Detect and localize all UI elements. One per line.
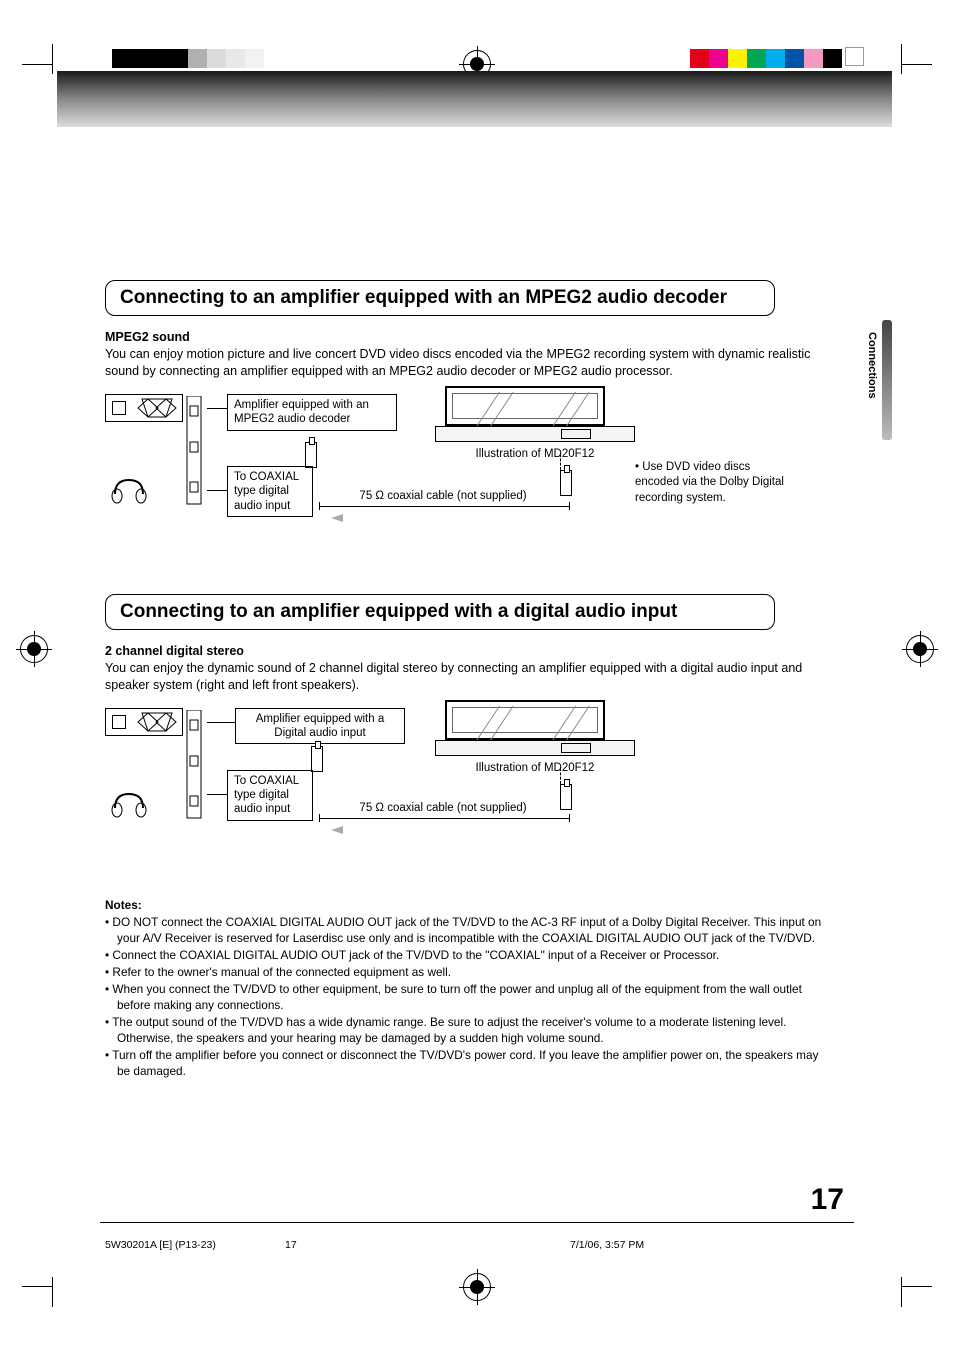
paragraph: You can enjoy motion picture and live co… [105, 346, 825, 380]
color-swatch [690, 49, 709, 68]
note-item: Connect the COAXIAL DIGITAL AUDIO OUT ja… [105, 948, 825, 964]
registration-target-icon [20, 635, 48, 663]
crop-mark [901, 44, 902, 74]
connection-diagram: Amplifier equipped with an MPEG2 audio d… [105, 394, 825, 554]
coax-plug-icon [311, 746, 323, 772]
cable-label: 75 Ω coaxial cable (not supplied) [333, 490, 553, 502]
color-swatch [207, 49, 226, 68]
cable-line [319, 506, 569, 507]
color-registration-bar [690, 49, 842, 68]
color-swatch [169, 49, 188, 68]
arrow-icon [331, 514, 343, 522]
leader-line [207, 794, 227, 795]
color-swatch [766, 49, 785, 68]
color-swatch [823, 49, 842, 68]
leader-line [560, 768, 561, 784]
coax-callout: To COAXIAL type digital audio input [227, 466, 313, 517]
color-swatch [150, 49, 169, 68]
tv-caption: Illustration of MD20F12 [435, 762, 635, 774]
tv-illustration-icon: Illustration of MD20F12 [435, 386, 635, 456]
notes-block: Notes: DO NOT connect the COAXIAL DIGITA… [105, 898, 825, 1080]
note-item: When you connect the TV/DVD to other equ… [105, 982, 825, 1014]
side-note: • Use DVD video discs encoded via the Do… [635, 460, 795, 507]
color-swatch [188, 49, 207, 68]
note-item: Turn off the amplifier before you connec… [105, 1048, 825, 1080]
coax-callout: To COAXIAL type digital audio input [227, 770, 313, 821]
coax-plug-icon [560, 784, 572, 810]
amplifier-icon [105, 394, 207, 514]
leader-line [207, 722, 235, 723]
leader-line [560, 454, 561, 470]
color-swatch [845, 47, 864, 66]
callout-text: Amplifier equipped with an MPEG2 audio d… [234, 399, 369, 425]
note-item: Refer to the owner's manual of the conne… [105, 965, 825, 981]
color-swatch [131, 49, 150, 68]
tv-illustration-icon: Illustration of MD20F12 [435, 700, 635, 770]
subheading: MPEG2 sound [105, 330, 825, 344]
section-heading: Connecting to an amplifier equipped with… [105, 280, 775, 316]
page-number: 17 [811, 1183, 844, 1217]
color-swatch [728, 49, 747, 68]
crop-mark [22, 64, 52, 65]
coax-plug-icon [560, 470, 572, 496]
crop-mark [52, 1277, 53, 1307]
color-swatch [804, 49, 823, 68]
paragraph: You can enjoy the dynamic sound of 2 cha… [105, 660, 825, 694]
color-swatch [709, 49, 728, 68]
headphone-icon [109, 476, 149, 506]
cable-line [319, 814, 320, 822]
cable-label: 75 Ω coaxial cable (not supplied) [333, 802, 553, 814]
leader-line [207, 490, 227, 491]
notes-heading: Notes: [105, 898, 825, 914]
header-gradient-band [57, 71, 892, 127]
section-heading: Connecting to an amplifier equipped with… [105, 594, 775, 630]
coax-plug-icon [305, 442, 317, 468]
registration-target-icon [463, 1273, 491, 1301]
color-swatch [112, 49, 131, 68]
cable-line [319, 818, 569, 819]
arrow-icon [331, 826, 343, 834]
footer-center-page: 17 [285, 1239, 297, 1251]
side-tab-label: Connections [866, 332, 878, 399]
cable-line [319, 502, 320, 510]
amplifier-callout: Amplifier equipped with an MPEG2 audio d… [227, 394, 397, 431]
crop-mark [22, 1286, 52, 1287]
note-item: The output sound of the TV/DVD has a wid… [105, 1015, 825, 1047]
crop-mark [902, 1286, 932, 1287]
cable-line [569, 814, 570, 822]
footer-right: 7/1/06, 3:57 PM [570, 1239, 644, 1251]
amplifier-icon [105, 708, 207, 828]
subheading: 2 channel digital stereo [105, 644, 825, 658]
note-item: DO NOT connect the COAXIAL DIGITAL AUDIO… [105, 915, 825, 947]
color-registration-bar [112, 49, 264, 68]
callout-text: Amplifier equipped with a Digital audio … [256, 713, 385, 739]
color-swatch [226, 49, 245, 68]
tv-caption: Illustration of MD20F12 [435, 448, 635, 460]
amplifier-callout: Amplifier equipped with a Digital audio … [235, 708, 405, 745]
crop-mark [52, 44, 53, 74]
color-swatch [245, 49, 264, 68]
crop-mark [902, 64, 932, 65]
headphone-icon [109, 790, 149, 820]
footer-left: 5W30201A [E] (P13-23) [105, 1239, 216, 1251]
registration-target-icon [906, 635, 934, 663]
callout-text: To COAXIAL type digital audio input [234, 471, 299, 512]
horizontal-rule [100, 1222, 854, 1223]
color-swatch [747, 49, 766, 68]
color-swatch [785, 49, 804, 68]
callout-text: To COAXIAL type digital audio input [234, 775, 299, 816]
section-side-tab: Connections [860, 320, 892, 440]
cable-line [569, 502, 570, 510]
connection-diagram: Amplifier equipped with a Digital audio … [105, 708, 825, 858]
leader-line [207, 408, 227, 409]
crop-mark [901, 1277, 902, 1307]
